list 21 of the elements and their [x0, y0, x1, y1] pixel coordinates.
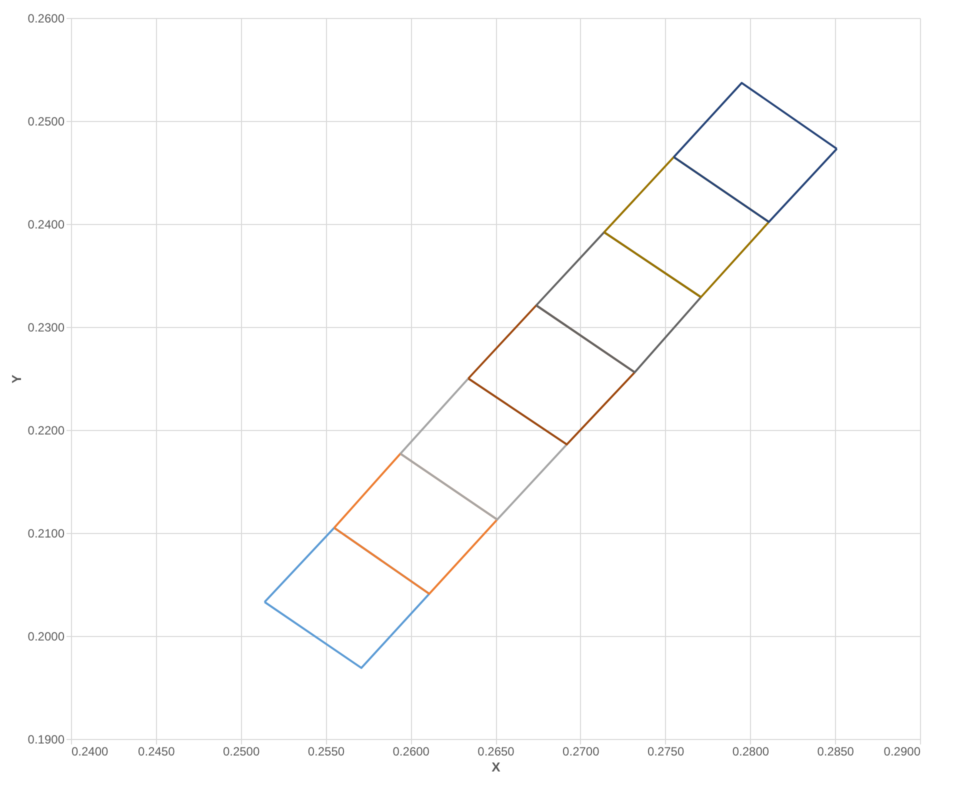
y-tick-label: 0.2600: [28, 12, 65, 26]
x-tick-label: 0.2750: [647, 744, 684, 758]
y-tick-label: 0.2100: [28, 526, 65, 540]
x-tick-label: 0.2550: [308, 744, 345, 758]
y-tick-label: 0.2300: [28, 320, 65, 334]
x-tick-label: 0.2600: [392, 744, 430, 758]
y-tick-label: 0.2400: [28, 218, 65, 232]
x-tick-label: 0.2850: [817, 744, 854, 758]
x-tick-label: 0.2800: [732, 744, 770, 758]
y-axis-title: Y: [8, 374, 24, 384]
y-tick-label: 0.1900: [28, 732, 65, 746]
x-tick-label: 0.2700: [562, 744, 600, 758]
x-tick-label: 0.2900: [884, 744, 921, 758]
x-tick-label: 0.2450: [138, 744, 176, 758]
x-tick-label: 0.2400: [72, 744, 109, 758]
y-tick-label: 0.2200: [28, 424, 65, 438]
x-axis-title: X: [492, 760, 501, 774]
x-tick-label: 0.2500: [222, 744, 260, 758]
x-tick-label: 0.2650: [478, 744, 515, 758]
y-tick-label: 0.2500: [28, 114, 65, 128]
y-tick-label: 0.2000: [28, 630, 65, 644]
